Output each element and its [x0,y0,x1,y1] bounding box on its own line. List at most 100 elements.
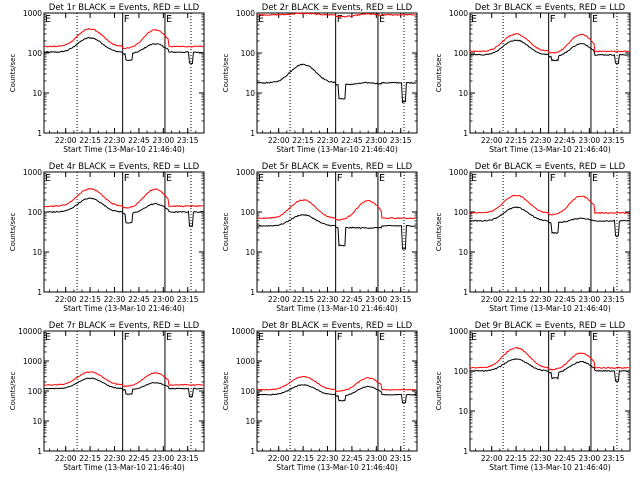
series-lld-line [43,187,204,209]
x-tick-label: 23:15 [390,295,412,304]
detector-panel-6: Det 6r BLACK = Events, RED = LLD 1 10 100 10… [435,162,631,313]
series-lld-line [44,28,204,50]
panel-title: Det 8r BLACK = Events, RED = LLD [262,321,413,331]
event-marker: E [471,332,477,343]
x-tick-label: 22:00 [55,295,77,304]
event-marker: E [166,173,172,184]
event-marker: E [471,14,477,25]
plot-frame [469,330,631,452]
x-tick-label: 22:15 [79,136,101,145]
event-marker: E [379,173,385,184]
x-tick-label: 22:15 [505,295,527,304]
y-tick-label: 10 [245,248,255,257]
y-tick-label: 1 [250,288,255,297]
x-tick-label: 23:00 [366,295,388,304]
x-tick-label: 23:00 [153,136,175,145]
x-axis-label: Start Time (13-Mar-10 21:46:40) [489,304,611,313]
y-tick-label: 1 [37,129,42,138]
x-tick-label: 22:30 [530,136,552,145]
series-lld-line [256,12,417,18]
event-marker: E [258,332,264,343]
x-axis-label: Start Time (13-Mar-10 21:46:40) [276,463,398,472]
series-lld-line [43,371,204,387]
series-events-line [469,358,630,383]
event-marker: F [550,14,556,25]
series-lld-line [256,375,417,392]
x-tick-label: 22:45 [554,454,576,463]
x-tick-label: 22:30 [104,454,126,463]
event-marker: F [337,14,343,25]
x-tick-label: 23:15 [177,454,199,463]
x-tick-label: 22:30 [317,295,339,304]
x-axis-label: Start Time (13-Mar-10 21:46:40) [63,463,185,472]
series-events-line [469,39,630,65]
y-tick-label: 1 [463,288,468,297]
x-tick-label: 22:15 [79,454,101,463]
x-tick-label: 22:45 [554,136,576,145]
x-tick-label: 23:00 [579,136,601,145]
event-marker: E [379,14,385,25]
y-tick-label: 10 [458,407,468,416]
y-tick-label: 100 [454,49,469,58]
x-tick-label: 23:00 [153,295,175,304]
y-tick-label: 1 [463,129,468,138]
x-tick-label: 22:45 [554,295,576,304]
y-axis-label: Counts/sec [435,213,443,252]
x-tick-label: 23:15 [177,295,199,304]
event-marker: E [166,332,172,343]
x-tick-label: 23:00 [579,295,601,304]
event-marker: F [337,173,343,184]
y-tick-label: 10 [245,417,255,426]
event-marker: E [45,14,51,25]
y-tick-label: 1 [250,129,255,138]
series-events-line [469,206,630,237]
x-tick-label: 22:30 [317,136,339,145]
y-tick-label: 10 [245,89,255,98]
event-marker: E [258,173,264,184]
event-marker: F [124,14,130,25]
panel-title: Det 5r BLACK = Events, RED = LLD [262,162,413,172]
detector-panel-8: Det 8r BLACK = Events, RED = LLD 1 10 100 10… [222,321,418,472]
y-tick-label: 1000 [23,9,42,18]
x-tick-label: 23:00 [366,454,388,463]
y-axis-label: Counts/sec [435,372,443,411]
event-marker: F [124,173,130,184]
event-marker: E [258,14,264,25]
series-lld-line [469,346,630,371]
detector-panel-7: Det 7r BLACK = Events, RED = LLD 1 10 100 10… [9,321,205,472]
detector-panel-5: Det 5r BLACK = Events, RED = LLD 1 10 100 10… [222,162,418,313]
x-tick-label: 23:15 [177,136,199,145]
y-tick-label: 1000 [23,168,42,177]
y-axis-label: Counts/sec [222,213,230,252]
x-tick-label: 22:00 [268,136,290,145]
y-tick-label: 1000 [449,9,468,18]
x-tick-label: 22:45 [341,295,363,304]
detector-panel-3: Det 3r BLACK = Events, RED = LLD 1 10 100 10… [435,3,631,154]
x-tick-label: 23:15 [603,454,625,463]
y-tick-label: 1 [463,447,468,456]
y-tick-label: 100 [241,208,256,217]
panel-title: Det 1r BLACK = Events, RED = LLD [49,3,200,13]
x-tick-label: 22:45 [128,295,150,304]
x-tick-label: 22:45 [341,136,363,145]
x-tick-label: 22:15 [292,295,314,304]
detector-panel-1: Det 1r BLACK = Events, RED = LLD 1 10 100 10… [9,3,205,154]
x-axis-label: Start Time (13-Mar-10 21:46:40) [276,145,398,154]
series-events-line [43,37,204,65]
x-axis-label: Start Time (13-Mar-10 21:46:40) [63,145,185,154]
event-marker: E [592,332,598,343]
y-axis-label: Counts/sec [222,54,230,93]
x-tick-label: 23:15 [390,454,412,463]
y-tick-label: 1 [250,447,255,456]
detector-panel-4: Det 4r BLACK = Events, RED = LLD 1 10 100 10… [9,162,205,313]
x-tick-label: 22:00 [55,454,77,463]
y-tick-label: 100 [241,387,256,396]
y-axis-label: Counts/sec [435,54,443,93]
y-tick-label: 1000 [449,327,468,336]
series-lld-line [469,194,630,216]
y-tick-label: 10 [32,89,42,98]
panel-title: Det 2r BLACK = Events, RED = LLD [262,3,413,13]
event-marker: E [471,173,477,184]
x-tick-label: 22:30 [317,454,339,463]
